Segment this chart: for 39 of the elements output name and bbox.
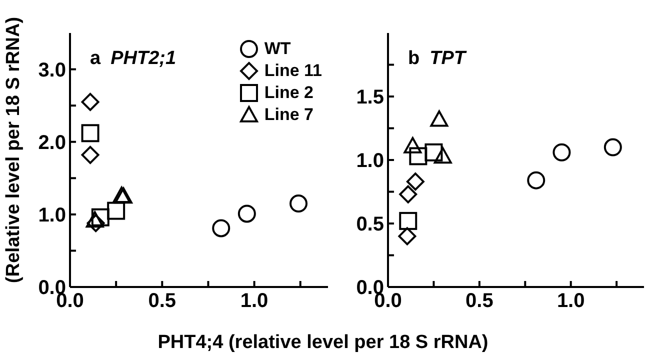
y-tick-label: 1.0	[38, 204, 66, 226]
point	[398, 227, 416, 246]
point	[399, 212, 418, 230]
point	[604, 138, 622, 156]
point	[406, 172, 424, 191]
y-tick-label: 3.0	[38, 59, 66, 82]
point	[238, 204, 256, 223]
point	[81, 124, 100, 142]
y-tick-label: 0.5	[356, 214, 384, 236]
point	[91, 208, 110, 226]
point	[81, 146, 100, 164]
point	[434, 147, 452, 164]
y-tick-label: 1.0	[356, 150, 384, 172]
point	[409, 147, 428, 166]
point	[552, 143, 571, 162]
x-tick-label: 1.0	[240, 290, 268, 312]
point	[527, 171, 546, 190]
point	[399, 185, 418, 204]
legend-label: WT	[264, 39, 291, 59]
text: a PHT2;1	[90, 48, 176, 69]
x-tick-label: 0.5	[148, 290, 176, 312]
point	[430, 110, 448, 127]
point	[107, 202, 126, 220]
text: b TPT	[408, 48, 466, 69]
x-tick-label: 0.5	[466, 290, 494, 312]
legend-label: Line 11	[264, 61, 322, 81]
point	[81, 92, 100, 111]
x-axis-title: PHT4;4 (relative level per 18 S rRNA)	[156, 332, 490, 354]
point	[424, 143, 443, 162]
y-axis-title: (Relative level per 18 S rRNA)	[3, 16, 25, 284]
y-tick-label: 1.5	[356, 86, 384, 108]
y-tick-label: 2.0	[38, 132, 66, 154]
point	[86, 211, 104, 228]
point	[290, 194, 308, 213]
point	[212, 219, 230, 238]
legend-label: Line 7	[264, 105, 314, 125]
x-tick-label: 1.0	[556, 290, 585, 312]
legend-label: Line 2	[264, 83, 314, 103]
point	[404, 137, 422, 154]
